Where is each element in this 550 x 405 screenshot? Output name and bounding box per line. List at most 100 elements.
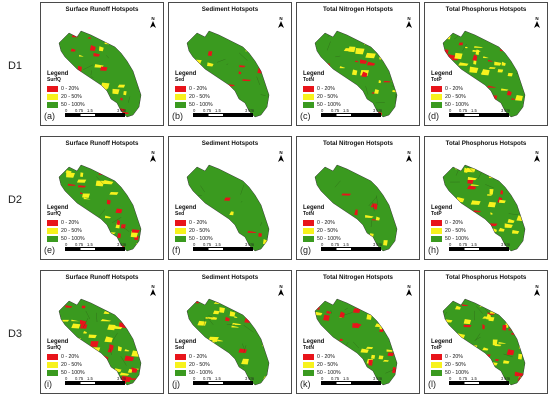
legend-swatch (303, 220, 314, 226)
class-patch-mid (234, 316, 238, 318)
legend-swatch (175, 94, 186, 100)
class-patch-low (487, 312, 496, 315)
class-patch-mid (219, 357, 230, 360)
class-patch-low (242, 79, 252, 82)
scale-tick-label: 0 (193, 108, 196, 113)
subbasin-boundary (122, 226, 130, 232)
scale-tick-label: 0.75 (331, 376, 340, 381)
class-patch-mid (494, 343, 502, 347)
legend-swatch (47, 220, 58, 226)
scale-bar: 0 0.75 1.5 3 km (449, 242, 513, 251)
scale-tick-label: 3 km (501, 108, 511, 113)
class-patch-mid (82, 193, 90, 198)
north-arrow-icon (150, 21, 156, 28)
subbasin-boundary (508, 213, 519, 215)
north-arrow-icon (534, 21, 540, 28)
subbasin-boundary (62, 197, 66, 201)
scale-tick-label: 3 km (117, 108, 127, 113)
class-patch-mid (349, 101, 355, 108)
scale-tick-label: 3 km (245, 108, 255, 113)
legend-swatch (175, 236, 186, 242)
legend-item: 50 - 100% (47, 369, 85, 377)
class-patch-low (130, 367, 138, 373)
class-patch-low (227, 101, 237, 107)
class-patch-mid (125, 305, 133, 312)
legend-swatch (431, 94, 442, 100)
north-arrow: N (405, 16, 413, 28)
legend-item: 0 - 20% (175, 219, 213, 227)
class-patch-low (352, 322, 361, 329)
watershed-outline (314, 298, 398, 386)
scale-tick-label: 1.5 (215, 108, 221, 113)
class-patch-low (108, 344, 114, 351)
scale-bar: 0 0.75 1.5 3 km (193, 108, 257, 117)
class-patch-mid (215, 363, 225, 369)
scale-tick-label: 0 (65, 108, 68, 113)
panel-title: Sediment Hotspots (201, 274, 259, 281)
class-patch-low (120, 224, 126, 229)
class-patch-mid (501, 61, 506, 66)
subbasin-boundary (134, 167, 141, 175)
class-patch-mid (62, 319, 70, 322)
watershed-outline (314, 164, 398, 252)
class-patch-mid (507, 218, 515, 224)
scale-tick-label: 3 km (245, 376, 255, 381)
class-patch-mid (229, 311, 236, 317)
scale-bar-graphic (193, 113, 253, 117)
scale-tick-label: 3 km (117, 242, 127, 247)
subbasin-boundary (485, 184, 494, 189)
class-patch-low (518, 314, 522, 321)
north-arrow: N (277, 150, 285, 162)
legend-variable: TotP (431, 345, 442, 351)
legend-swatch (47, 362, 58, 368)
class-patch-low (134, 50, 141, 55)
subbasin-boundary (368, 196, 378, 207)
north-arrow-icon (278, 21, 284, 28)
class-patch-mid (245, 48, 256, 52)
class-patch-low (124, 355, 135, 362)
class-patch-low (87, 356, 96, 361)
subbasin-boundary (488, 299, 491, 304)
subbasin-boundary (112, 217, 122, 223)
class-patch-mid (464, 116, 473, 117)
class-patch-mid (375, 216, 380, 221)
scale-bar: 0 0.75 1.5 3 km (193, 242, 257, 251)
legend-item: 0 - 20% (431, 219, 469, 227)
class-patch-low (488, 99, 493, 105)
class-patch-low (132, 172, 138, 180)
class-patch-mid (523, 55, 525, 60)
scale-bar-graphic (65, 247, 125, 251)
legend-title: Legend (303, 339, 325, 345)
class-patch-mid (117, 84, 126, 88)
legend-swatch (303, 362, 314, 368)
legend-variable: SurfQ (47, 77, 61, 83)
class-patch-low (270, 54, 278, 58)
panel-letter: (j) (172, 379, 180, 389)
scale-tick-label: 0 (65, 242, 68, 247)
map-legend: Legend TotN 0 - 20% 20 - 50% 50 - 100% (303, 205, 341, 243)
class-patch-mid (522, 106, 525, 113)
legend-title: Legend (175, 71, 197, 77)
legend-item-label: 50 - 100% (61, 102, 85, 108)
legend-item-label: 0 - 20% (317, 220, 335, 226)
map-legend: Legend SurfQ 0 - 20% 20 - 50% 50 - 100% (47, 71, 85, 109)
class-patch-mid (454, 305, 461, 310)
scale-tick-label: 1.5 (471, 108, 477, 113)
subbasin-boundary (90, 70, 92, 76)
class-patch-low (518, 311, 525, 316)
legend-item-label: 0 - 20% (445, 86, 463, 92)
subbasin-boundary (256, 76, 260, 85)
subbasin-boundary (343, 312, 353, 316)
watershed-map (186, 164, 270, 252)
class-patch-low (480, 228, 486, 232)
scale-bar-graphic (65, 113, 125, 117)
subbasin-boundary (471, 83, 482, 87)
class-patch-low (383, 80, 391, 83)
scale-tick-label: 1.5 (87, 108, 93, 113)
class-patch-low (394, 237, 397, 242)
scale-bar-graphic (193, 381, 253, 385)
class-patch-mid (95, 180, 105, 187)
legend-item-label: 0 - 20% (189, 86, 207, 92)
row-label: D1 (7, 60, 23, 72)
scale-tick-label: 0.75 (459, 242, 468, 247)
